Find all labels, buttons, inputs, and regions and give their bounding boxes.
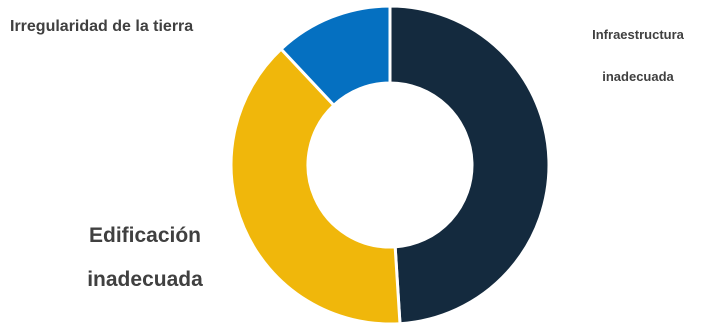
label-edificacion-line2: inadecuada xyxy=(87,268,203,291)
label-infraestructura-line2: inadecuada xyxy=(602,69,674,84)
label-infraestructura-line1: Infraestructura xyxy=(592,27,684,42)
slice-2 xyxy=(229,46,402,324)
label-irregularidad: Irregularidad de la tierra xyxy=(10,18,194,35)
label-edificacion: Edificación inadecuada xyxy=(60,214,230,302)
label-edificacion-line1: Edificación xyxy=(88,224,202,247)
slice-3 xyxy=(279,4,392,108)
slice-1 xyxy=(388,4,551,324)
label-infraestructura: Infraestructura inadecuada xyxy=(568,14,708,98)
